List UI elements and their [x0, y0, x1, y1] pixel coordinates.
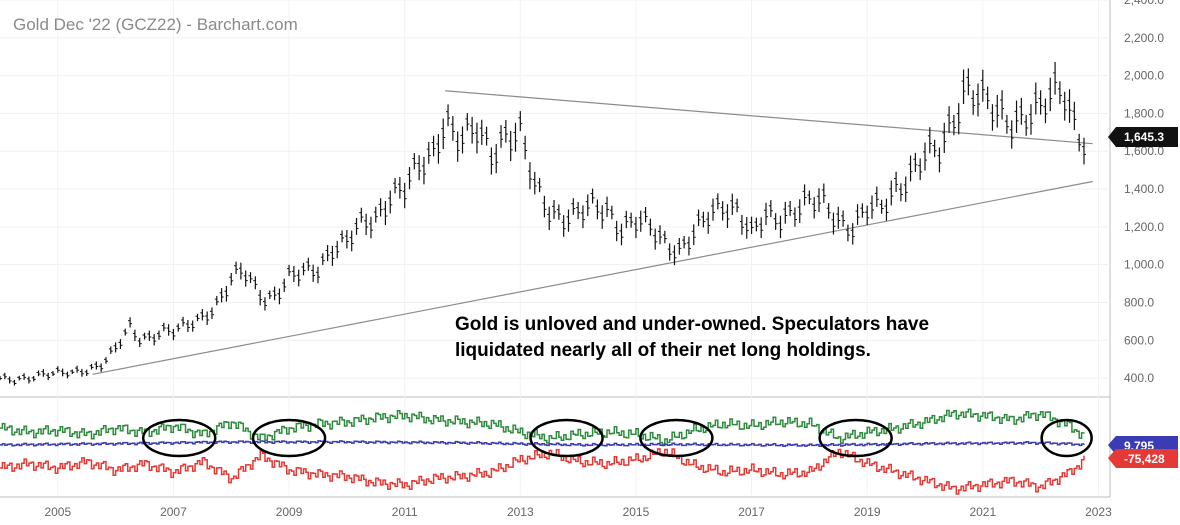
chart-title: Gold Dec '22 (GCZ22) - Barchart.com	[13, 15, 298, 34]
annotation-line-1: Gold is unloved and under-owned. Specula…	[455, 314, 929, 335]
y-tick-label: 1,400.0	[1124, 182, 1164, 196]
x-tick-label: 2009	[276, 505, 303, 519]
x-tick-label: 2015	[623, 505, 650, 519]
highlight-ellipse	[529, 418, 604, 458]
x-tick-label: 2023	[1085, 505, 1112, 519]
grid-layer	[0, 0, 1111, 498]
highlight-ellipse	[639, 418, 714, 458]
last-price-badge: 1,645.3	[1108, 127, 1178, 147]
y-tick-label: 400.0	[1124, 371, 1154, 385]
y-tick-label: 1,200.0	[1124, 220, 1164, 234]
svg-text:1,645.3: 1,645.3	[1124, 130, 1164, 144]
cot-label-commercials: -75,428	[1108, 449, 1178, 468]
cot-line-small-specs	[0, 440, 1085, 448]
trendline-upper	[445, 90, 1093, 145]
x-tick-label: 2007	[160, 505, 187, 519]
y-tick-label: 1,000.0	[1124, 258, 1164, 272]
y-tick-label: 1,600.0	[1124, 144, 1164, 158]
cot-line-commercials	[0, 448, 1085, 495]
x-tick-label: 2005	[44, 505, 71, 519]
trendlines	[92, 90, 1093, 375]
y-tick-label: 600.0	[1124, 333, 1154, 347]
x-tick-label: 2017	[738, 505, 765, 519]
highlight-ellipse	[251, 418, 327, 458]
highlight-ellipse	[818, 418, 893, 458]
highlight-ellipse	[1040, 418, 1093, 458]
annotation-line-2: liquidated nearly all of their net long …	[455, 340, 871, 361]
cot-line-large-specs	[0, 408, 1085, 446]
price-bars	[0, 61, 1086, 386]
y-tick-label: 800.0	[1124, 295, 1154, 309]
y-tick-label: 2,200.0	[1124, 31, 1164, 45]
x-tick-label: 2021	[969, 505, 996, 519]
svg-text:-75,428: -75,428	[1124, 452, 1165, 466]
axes: 400.0 600.0 800.0 1,000.0 1,200.0 1,400.0 1,60…	[44, 0, 1164, 519]
x-tick-label: 2011	[392, 505, 418, 519]
x-tick-label: 2013	[507, 505, 534, 519]
highlight-ellipse	[141, 418, 217, 458]
y-tick-label: 2,000.0	[1124, 69, 1164, 83]
trendline-lower	[92, 180, 1093, 375]
y-tick-label: 1,800.0	[1124, 106, 1164, 120]
x-tick-label: 2019	[854, 505, 881, 519]
highlight-ellipses	[141, 418, 1093, 458]
y-tick-label: 2,400.0	[1124, 0, 1164, 7]
